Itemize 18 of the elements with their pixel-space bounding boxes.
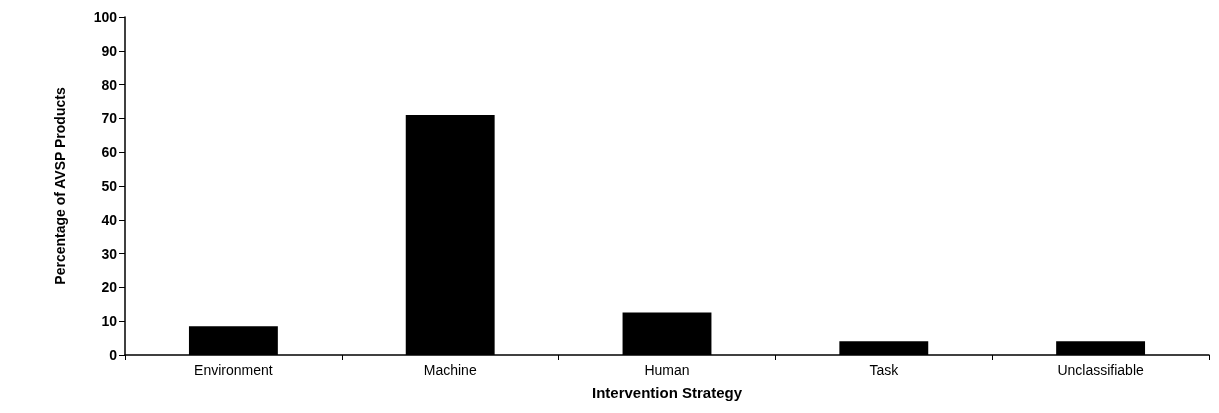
y-tick-label: 30 bbox=[101, 245, 118, 262]
y-tick-label: 40 bbox=[101, 211, 118, 228]
y-tick-label: 0 bbox=[109, 347, 118, 363]
y-tick-label: 50 bbox=[101, 178, 118, 194]
y-tick-label: 70 bbox=[101, 110, 118, 127]
y-tick-label: 10 bbox=[101, 313, 118, 330]
y-axis-title: Percentage of AVSP Products bbox=[52, 87, 68, 285]
y-tick-label: 100 bbox=[93, 9, 118, 25]
y-tick-label: 20 bbox=[101, 279, 118, 296]
x-tick-label: Task bbox=[869, 362, 900, 378]
x-tick-label: Machine bbox=[423, 362, 477, 378]
x-axis-title: Intervention Strategy bbox=[591, 384, 743, 401]
x-tick-label: Unclassifiable bbox=[1057, 362, 1144, 378]
y-tick-label: 80 bbox=[101, 76, 118, 93]
y-tick-label: 60 bbox=[101, 144, 118, 161]
x-tick-label: Environment bbox=[194, 362, 273, 378]
x-tick-label: Human bbox=[644, 362, 690, 378]
y-tick-label: 90 bbox=[101, 42, 118, 59]
